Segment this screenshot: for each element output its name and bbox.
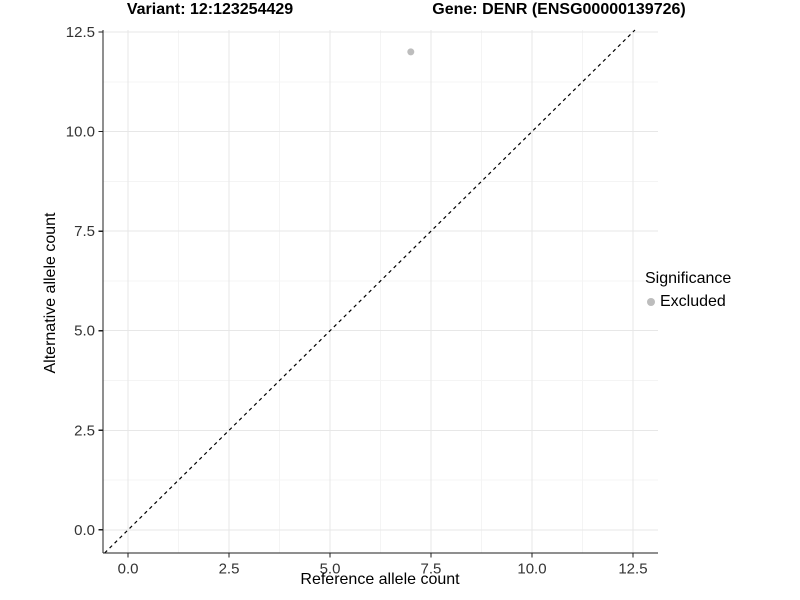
x-tick-label: 7.5 [421,561,442,578]
x-tick-label: 10.0 [517,561,546,578]
legend-title: Significance [645,270,732,287]
x-tick-label: 5.0 [320,561,341,578]
legend-point-icon [647,298,655,306]
legend-entry-label: Excluded [660,293,726,310]
x-axis-label: Reference allele count [300,571,460,588]
y-tick-label: 5.0 [74,323,95,340]
y-tick-label: 12.5 [66,24,95,41]
identity-line [104,29,636,554]
legend: Significance Excluded [645,270,731,311]
x-tick-label: 12.5 [618,561,647,578]
legend-entry-excluded: Excluded [647,293,731,311]
y-tick-label: 10.0 [66,124,95,141]
y-tick-label: 2.5 [74,422,95,439]
plot-title-gene: Gene: DENR (ENSG00000139726) [432,1,686,18]
y-axis-label: Alternative allele count [42,212,59,374]
x-tick-label: 2.5 [219,561,240,578]
plot-title-variant: Variant: 12:123254429 [126,1,294,18]
y-tick-label: 0.0 [74,522,95,539]
y-tick-label: 7.5 [74,223,95,240]
data-point [407,48,415,56]
x-tick-label: 0.0 [118,561,139,578]
